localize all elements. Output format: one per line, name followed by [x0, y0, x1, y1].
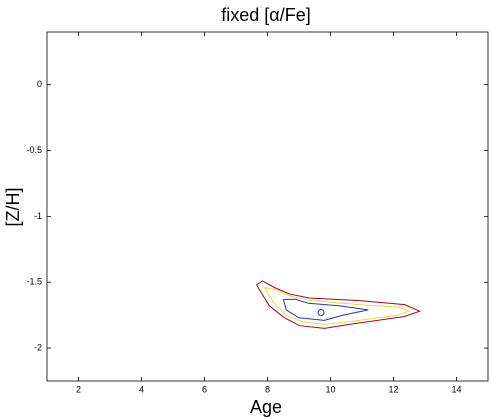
- x-tick-label: 4: [139, 384, 144, 394]
- contour-line: [282, 298, 369, 321]
- contour-line: [263, 287, 411, 325]
- contour-line: [256, 280, 422, 329]
- y-tick-label: -2: [34, 342, 42, 352]
- y-axis-label: [Z/H]: [3, 188, 23, 227]
- y-tick-label: -1.5: [26, 277, 42, 287]
- chart-title: fixed [α/Fe]: [221, 5, 310, 25]
- x-axis-label: Age: [250, 397, 282, 417]
- x-tick-label: 8: [265, 384, 270, 394]
- x-tick-label: 10: [325, 384, 335, 394]
- x-tick-label: 6: [202, 384, 207, 394]
- x-tick-label: 2: [76, 384, 81, 394]
- y-tick-label: -0.5: [26, 145, 42, 155]
- best-fit-point: [317, 309, 325, 317]
- x-tick-label: 12: [388, 384, 398, 394]
- x-tick-label: 14: [451, 384, 461, 394]
- y-tick-label: 0: [37, 79, 42, 89]
- y-tick-label: -1: [34, 211, 42, 221]
